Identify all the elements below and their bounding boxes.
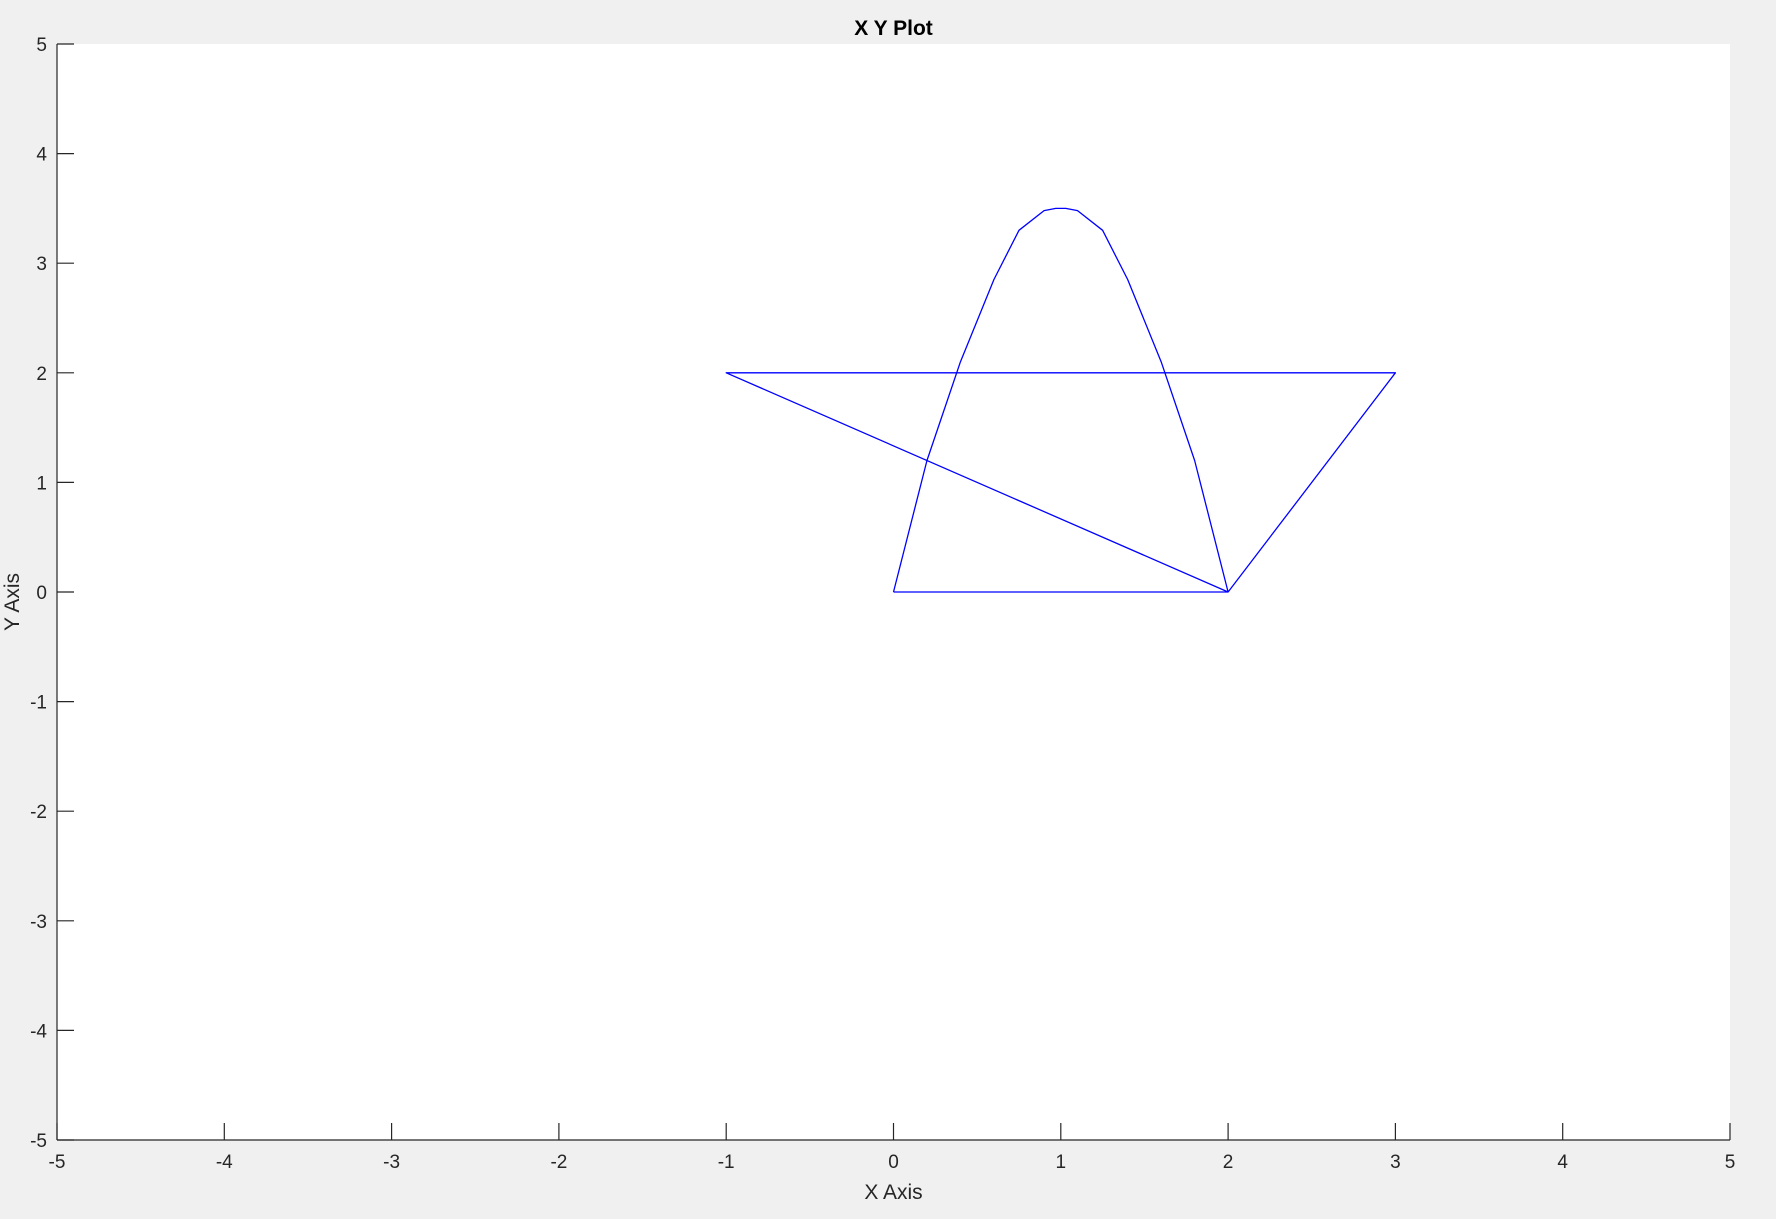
y-tick-label: 4	[36, 145, 47, 166]
x-tick-label: 3	[1390, 1152, 1401, 1173]
x-tick-label: 1	[1056, 1152, 1067, 1173]
x-tick-label: -1	[718, 1152, 735, 1173]
x-tick-label: -2	[550, 1152, 567, 1173]
y-tick-label: -3	[30, 912, 47, 933]
y-tick-label: 5	[36, 35, 47, 56]
y-tick-label: 1	[36, 473, 47, 494]
plot-content	[725, 207, 1397, 593]
y-tick-label: 0	[36, 583, 47, 604]
x-tick-label: 4	[1557, 1152, 1568, 1173]
x-axis-label: X Axis	[864, 1181, 922, 1204]
x-tick-label: -4	[216, 1152, 233, 1173]
chart-title: X Y Plot	[854, 17, 933, 40]
series-line-0	[725, 207, 1397, 593]
y-tick-label: -5	[30, 1131, 47, 1152]
y-tick-label: -2	[30, 802, 47, 823]
x-tick-label: 0	[888, 1152, 899, 1173]
y-axis-label: Y Axis	[1, 573, 24, 631]
x-tick-label: 2	[1223, 1152, 1234, 1173]
x-tick-label: -3	[383, 1152, 400, 1173]
y-tick-label: 2	[36, 364, 47, 385]
x-tick-label: -5	[49, 1152, 66, 1173]
y-tick-label: -1	[30, 693, 47, 714]
y-tick-label: -4	[30, 1021, 47, 1042]
y-tick-label: 3	[36, 254, 47, 275]
x-tick-label: 5	[1725, 1152, 1736, 1173]
axes: -5 -4 -3 -2 -1 0 1 2 3 4 5 -5 -4 -3 -2 -1 0 1 2 3 4 5	[30, 35, 1735, 1173]
